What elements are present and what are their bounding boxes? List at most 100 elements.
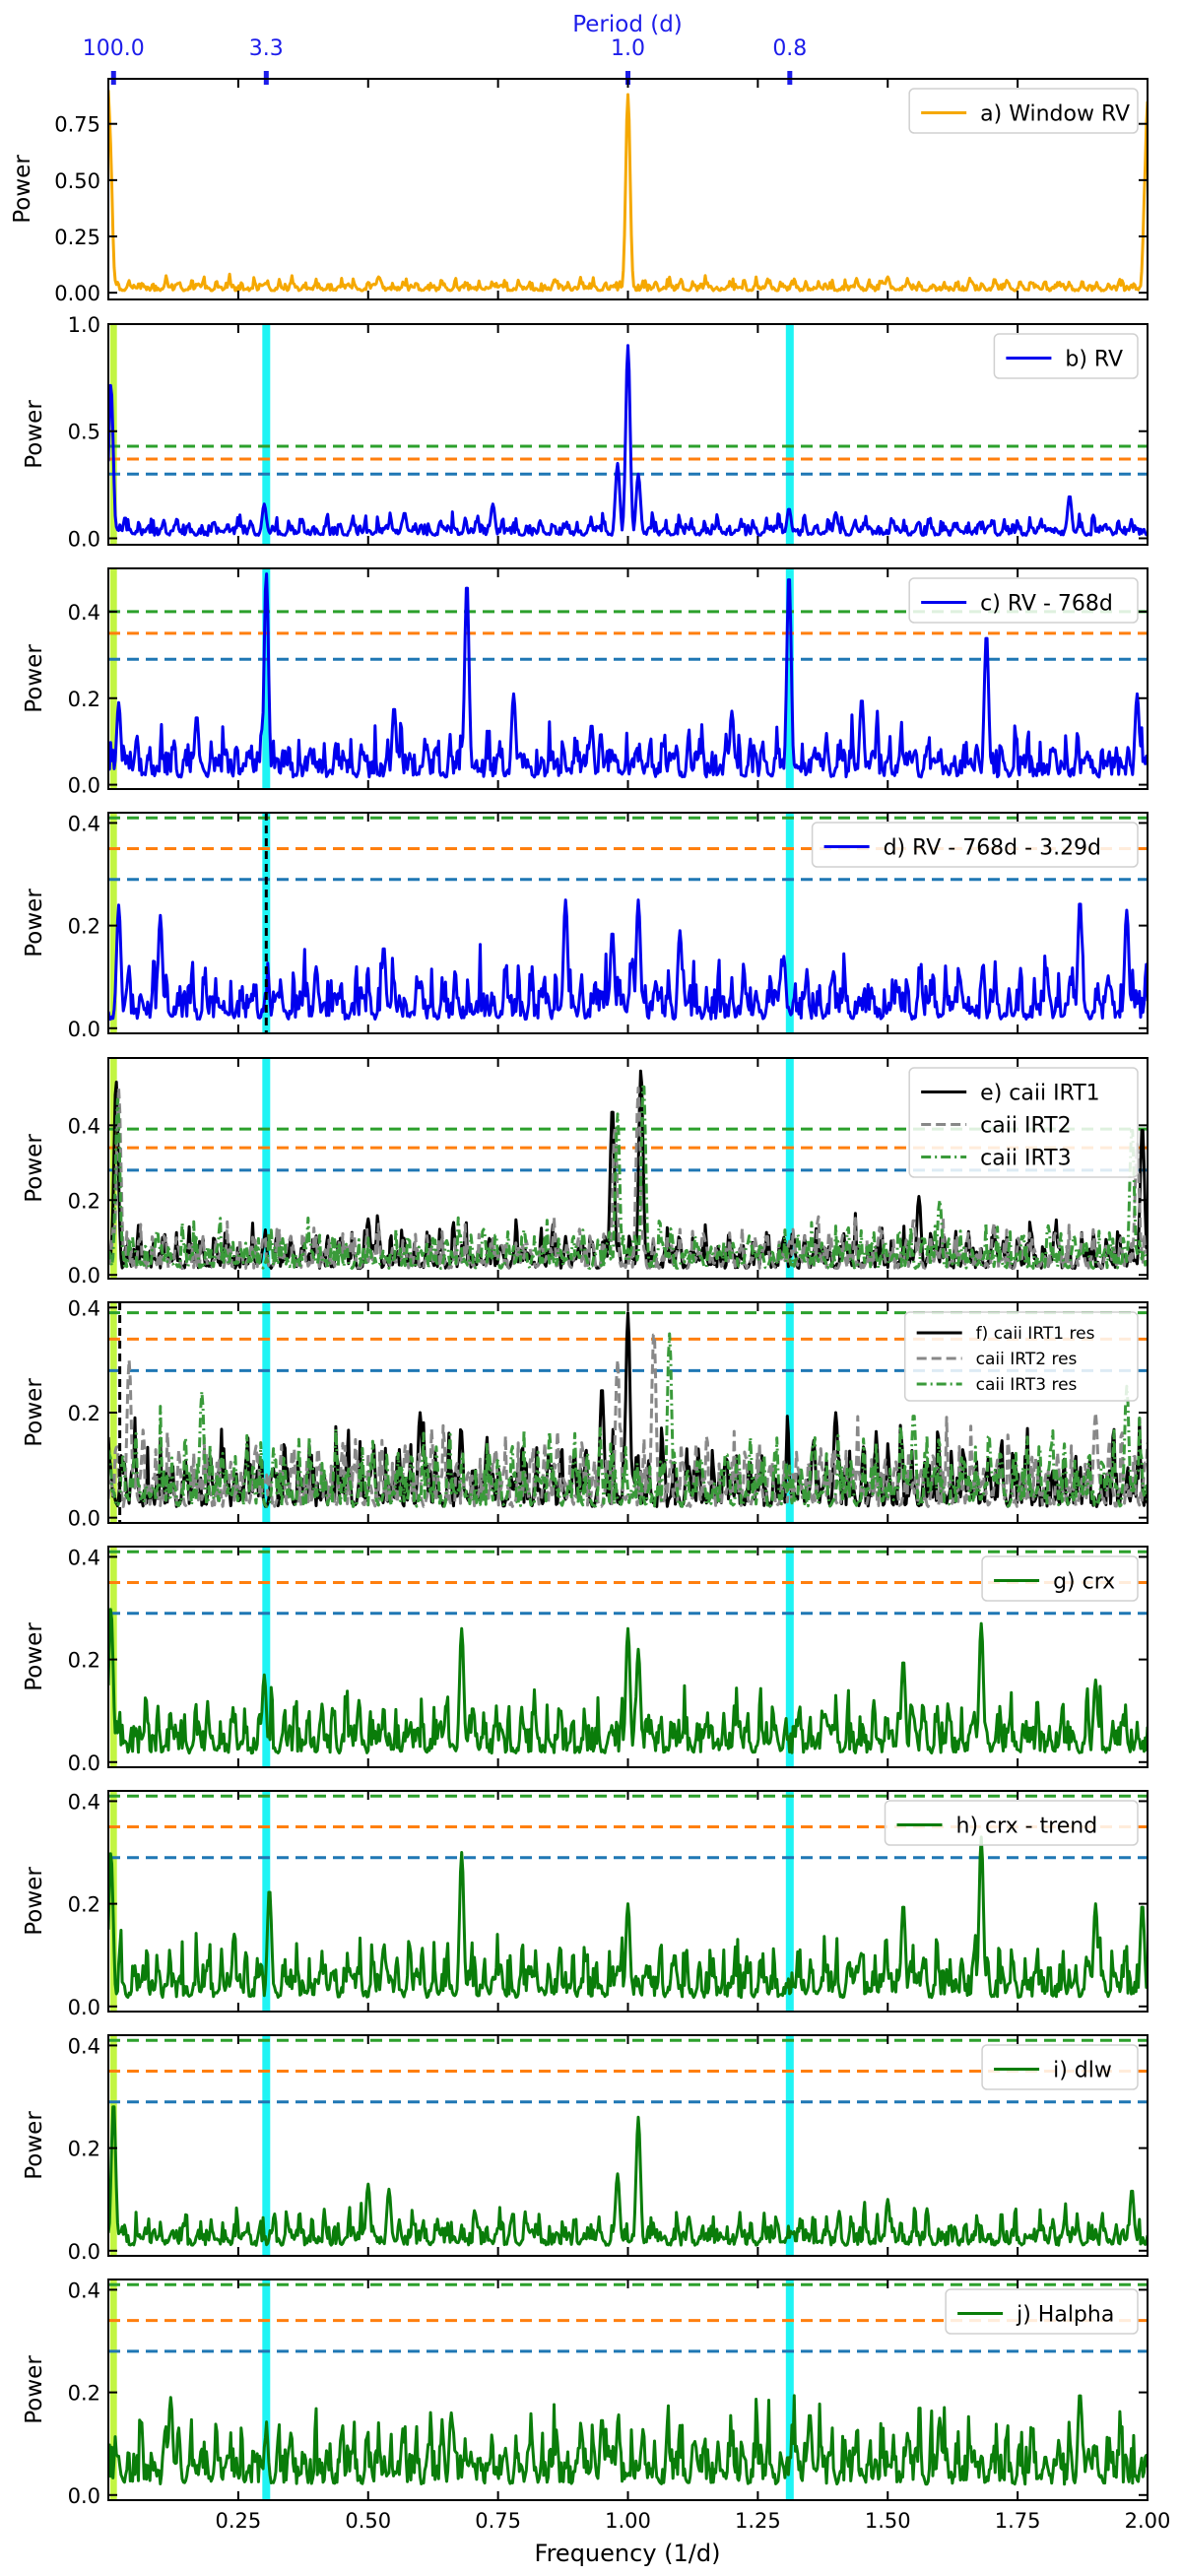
y-tick-label: 0.4 <box>68 2034 100 2058</box>
x-tick-label: 2.00 <box>1125 2509 1171 2533</box>
y-tick-label: 0.0 <box>68 774 100 798</box>
y-tick-label: 0.0 <box>68 1751 100 1775</box>
cyan-band-0.8d <box>785 2035 794 2256</box>
x-tick-label: 1.50 <box>865 2509 911 2533</box>
series-line <box>108 1835 1148 2000</box>
panel-j: 0.0 0.2 0.4 0.25 0.50 0.75 1.00 1.25 1.50 1.75 2.0… <box>22 2279 1170 2533</box>
cyan-band-3.3d <box>262 1302 271 1523</box>
legend-box <box>908 577 1139 624</box>
y-axis-label: Power <box>22 2355 47 2424</box>
y-tick-label: 0.25 <box>54 226 100 249</box>
series-line <box>108 90 1148 293</box>
x-tick-label: 0.50 <box>345 2509 391 2533</box>
series-line <box>108 2105 1148 2247</box>
cyan-band-0.8d <box>785 1547 794 1767</box>
y-tick-label: 0.0 <box>68 527 100 551</box>
y-axis-label: Power <box>22 1622 47 1691</box>
series-line <box>108 1608 1148 1755</box>
legend-label: caii IRT2 <box>980 1113 1071 1138</box>
y-axis-label: Power <box>22 2111 47 2180</box>
lime-band <box>109 2279 117 2500</box>
top-axis-tick-label: 1.0 <box>611 36 645 61</box>
y-tick-label: 0.2 <box>68 1402 100 1425</box>
y-tick-label: 0.00 <box>54 282 100 305</box>
panel-f: 0.0 0.2 0.4 Power f) caii IRT1 res caii IRT2 … <box>22 1296 1149 1531</box>
top-axis-tick-label: 0.8 <box>772 36 807 61</box>
legend-box <box>908 1067 1139 1178</box>
cyan-band-3.3d <box>262 1547 271 1767</box>
y-tick-label: 0.4 <box>68 1546 100 1569</box>
y-tick-label: 0.4 <box>68 1790 100 1814</box>
y-axis-label: Power <box>22 644 47 713</box>
y-axis-label: Power <box>22 889 47 958</box>
panel-g: 0.0 0.2 0.4 Power g) crx <box>22 1546 1149 1775</box>
x-axis-label: Frequency (1/d) <box>535 2540 721 2567</box>
y-tick-label: 0.5 <box>68 421 100 444</box>
y-tick-label: 0.0 <box>68 1018 100 1041</box>
y-tick-label: 0.2 <box>68 1893 100 1917</box>
series-line <box>108 2394 1148 2486</box>
panels: 100.0 3.3 1.0 0.8 0.00 0.25 0.50 0.75 Power a) Wi… <box>10 36 1170 2533</box>
y-tick-label: 0.2 <box>68 915 100 939</box>
legend-label: j) Halpha <box>1016 2302 1114 2327</box>
cyan-band-3.3d <box>262 1791 271 2012</box>
cyan-band-0.8d <box>785 1058 794 1279</box>
panel-c: 0.0 0.2 0.4 Power c) RV - 768d <box>22 567 1149 798</box>
legend-label: f) caii IRT1 res <box>976 1324 1095 1344</box>
lime-band <box>109 2035 117 2256</box>
x-tick-label: 1.25 <box>735 2509 781 2533</box>
y-tick-label: 0.4 <box>68 1114 100 1138</box>
legend-label: caii IRT2 res <box>976 1350 1078 1369</box>
y-axis-label: Power <box>22 1378 47 1447</box>
y-tick-label: 0.0 <box>68 2484 100 2508</box>
x-tick-label: 0.75 <box>475 2509 521 2533</box>
panel-b: 0.0 0.5 1.0 Power b) RV <box>22 313 1149 551</box>
y-tick-label: 0.0 <box>68 1264 100 1288</box>
legend-label: a) Window RV <box>980 101 1130 126</box>
legend-box <box>981 2044 1139 2090</box>
y-tick-label: 0.2 <box>68 1189 100 1213</box>
y-axis-label: Power <box>22 400 47 469</box>
cyan-band-0.8d <box>785 1302 794 1523</box>
lime-band <box>109 568 117 789</box>
y-tick-label: 0.4 <box>68 2279 100 2302</box>
y-tick-label: 0.0 <box>68 1996 100 2019</box>
legend-label: c) RV - 768d <box>980 591 1113 616</box>
cyan-band-0.8d <box>785 1791 794 2012</box>
legend-box <box>908 88 1139 134</box>
cyan-band-3.3d <box>262 2035 271 2256</box>
legend-box <box>993 333 1139 379</box>
x-tick-label: 1.75 <box>995 2509 1041 2533</box>
lime-band <box>109 813 117 1033</box>
cyan-band-3.3d <box>262 568 271 789</box>
cyan-band-3.3d <box>262 2279 271 2500</box>
panel-a: 0.00 0.25 0.50 0.75 Power a) Window RV <box>10 78 1149 305</box>
y-tick-label: 0.0 <box>68 1507 100 1531</box>
y-tick-label: 0.2 <box>68 1649 100 1673</box>
legend-label: g) crx <box>1053 1569 1115 1594</box>
cyan-band-3.3d <box>262 324 271 545</box>
cyan-band-0.8d <box>785 813 794 1033</box>
y-tick-label: 0.4 <box>68 601 100 625</box>
y-tick-label: 0.4 <box>68 1296 100 1320</box>
y-tick-label: 0.2 <box>68 2382 100 2406</box>
panel-i: 0.0 0.2 0.4 Power i) dlw <box>22 2034 1149 2264</box>
y-axis-label: Power <box>10 155 35 224</box>
legend-label: h) crx - trend <box>956 1814 1098 1838</box>
top-axis-tick-label: 100.0 <box>83 36 145 61</box>
top-axis-tick-label: 3.3 <box>249 36 284 61</box>
panel-e: 0.0 0.2 0.4 Power e) caii IRT1 caii IRT2 caii … <box>22 1057 1149 1288</box>
x-tick-label: 0.25 <box>215 2509 261 2533</box>
series-line <box>108 898 1148 1022</box>
y-tick-label: 0.2 <box>68 688 100 711</box>
y-axis-label: Power <box>22 1867 47 1936</box>
y-tick-label: 0.50 <box>54 169 100 193</box>
cyan-band-0.8d <box>785 568 794 789</box>
series-line <box>108 1085 1148 1270</box>
y-tick-label: 0.75 <box>54 113 100 137</box>
series-line <box>108 572 1148 779</box>
y-tick-label: 0.0 <box>68 2240 100 2264</box>
top-axis-label: Period (d) <box>572 12 683 37</box>
